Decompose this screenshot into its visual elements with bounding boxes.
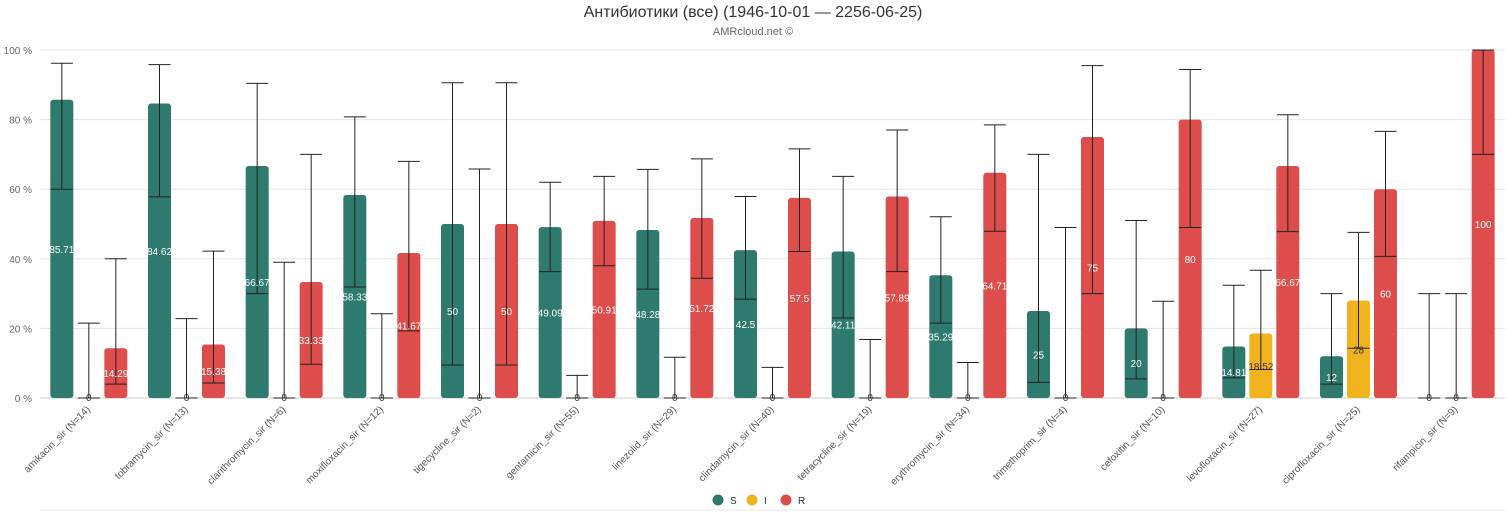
data-label: 64.71 [982, 281, 1007, 292]
y-tick-label: 60 % [9, 185, 32, 196]
x-tick-label: tobramycin_sir (N=13) [113, 404, 191, 482]
data-label: 50 [501, 307, 513, 318]
data-label: 0 [379, 393, 385, 404]
legend-label-s: S [730, 496, 737, 507]
bar-s [929, 275, 953, 398]
bar-r [885, 196, 909, 398]
data-label: 12 [1326, 373, 1338, 384]
x-tick-label: rifampicin_sir (N=9) [1391, 404, 1460, 473]
y-tick-label: 40 % [9, 255, 32, 266]
data-label: 57.89 [885, 293, 910, 304]
legend-marker-i [746, 494, 758, 506]
data-label: 42.11 [831, 321, 856, 332]
bar-r [1374, 189, 1397, 398]
x-tick-label: tetracycline_sir (N=19) [796, 404, 875, 483]
legend-marker-s [712, 494, 724, 506]
x-tick-label: ciprofloxacin_sir (N=25) [1280, 404, 1362, 486]
y-tick-label: 0 % [15, 394, 32, 405]
data-label: 28 [1353, 345, 1365, 356]
data-label: 85.71 [49, 245, 74, 256]
error-bars-layer [50, 49, 1495, 399]
y-tick-label: 20 % [9, 324, 32, 335]
data-label: 0 [184, 393, 190, 404]
x-tick-label: clindamycin_sir (N=40) [697, 404, 777, 484]
data-label: 60 [1380, 290, 1392, 301]
x-tick-label: erythromycin_sir (N=34) [889, 404, 972, 487]
bar-r [788, 197, 811, 398]
data-label: 0 [574, 393, 580, 404]
bar-s [636, 229, 660, 398]
data-label: 57.5 [790, 294, 810, 305]
data-label: 35.29 [928, 333, 953, 344]
data-label: 41.67 [396, 321, 421, 332]
x-tick-label: cefoxitin_sir (N=10) [1098, 404, 1167, 473]
bar-s [831, 251, 855, 398]
bar-r [1276, 165, 1300, 398]
data-label: 50 [447, 307, 459, 318]
legend-marker-r [780, 494, 792, 506]
data-label: 0 [965, 393, 971, 404]
x-tick-label: moxifloxacin_sir (N=12) [304, 404, 386, 486]
data-label: 58.33 [342, 293, 367, 304]
x-tick-label: linezolid_sir (N=29) [610, 404, 679, 473]
x-tick-label: levofloxacin_sir (N=27) [1185, 404, 1265, 484]
data-label: 0 [770, 393, 776, 404]
data-label: 0 [477, 393, 483, 404]
chart-title: Антибиотики (все) (1946-10-01 — 2256-06-… [584, 4, 923, 21]
bar-r [1471, 50, 1495, 398]
data-label: 0 [867, 393, 873, 404]
data-label: 80 [1185, 255, 1197, 266]
data-label: 100 [1475, 220, 1492, 231]
data-label: 49.09 [538, 309, 563, 320]
bar-r [1178, 119, 1202, 398]
data-label: 15.38 [201, 367, 226, 378]
data-label: 50.91 [592, 305, 617, 316]
chart-subtitle: AMRcloud.net © [713, 26, 793, 38]
data-labels-layer: 85.71 0 14.29 84.62 0 15.38 66.67 0 33.33 58.33 0 4… [49, 220, 1492, 404]
data-label: 48.28 [635, 310, 660, 321]
bar-r [690, 218, 714, 398]
x-tick-label: amikacin_sir (N=14) [22, 404, 93, 475]
bar-s [148, 103, 171, 398]
data-label: 0 [1453, 393, 1459, 404]
x-axis: amikacin_sir (N=14) tobramycin_sir (N=13)… [22, 404, 1460, 487]
y-tick-label: 80 % [9, 116, 32, 127]
bar-s [734, 250, 757, 398]
data-label: 0 [1063, 393, 1069, 404]
data-label: 14.81 [1221, 368, 1246, 379]
legend-label-i: I [764, 496, 767, 507]
y-tick-label: 100 % [4, 46, 32, 57]
data-label: 51.72 [689, 304, 714, 315]
bar-i [1347, 300, 1370, 398]
bars-layer [50, 50, 1495, 399]
data-label: 0 [86, 393, 92, 404]
bar-s [343, 195, 367, 398]
data-label: 75 [1087, 264, 1099, 275]
data-label: 33.33 [299, 336, 324, 347]
bar-r [983, 172, 1007, 398]
bar-s [538, 227, 562, 398]
x-tick-label: gentamicin_sir (N=55) [504, 404, 581, 481]
data-label: 0 [1426, 393, 1432, 404]
x-tick-label: trimethoprim_sir (N=4) [991, 404, 1069, 482]
bar-s [50, 99, 74, 399]
data-label: 42.5 [736, 320, 756, 331]
data-label: 84.62 [147, 247, 172, 258]
data-label: 18.52 [1248, 362, 1273, 373]
x-tick-label: tigecycline_sir (N=2) [412, 404, 484, 476]
x-tick-label: clarithromycin_sir (N=6) [206, 404, 289, 487]
data-label: 0 [281, 393, 287, 404]
data-label: 66.67 [245, 278, 270, 289]
data-label: 0 [672, 393, 678, 404]
data-label: 0 [1160, 393, 1166, 404]
legend-label-r: R [798, 496, 805, 507]
data-label: 20 [1131, 359, 1143, 370]
bar-r [592, 220, 616, 398]
data-label: 66.67 [1275, 278, 1300, 289]
data-label: 25 [1033, 351, 1045, 362]
data-label: 14.29 [103, 369, 128, 380]
